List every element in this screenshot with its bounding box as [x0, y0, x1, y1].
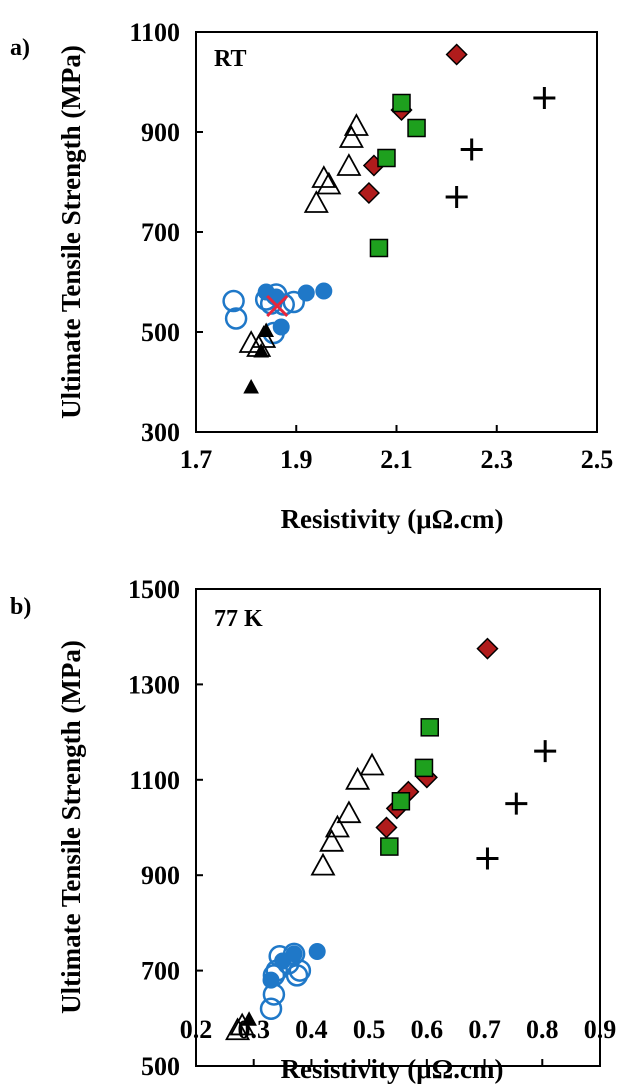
panel-b-y-ticks: 500 700 900 1100 1300 1500	[128, 575, 203, 1081]
panel-b-open-triangle-point	[310, 852, 336, 876]
panel-b-open-triangle-point	[324, 814, 350, 838]
panel-a-filled-circle-point	[315, 282, 333, 300]
panel-b-open-triangle-point	[336, 800, 362, 824]
panel-b-y-tick-label: 1100	[129, 766, 180, 795]
panel-b-plus-point	[534, 740, 557, 763]
panel-a-open-circle-point	[222, 289, 245, 313]
panel-b-filled-square-point	[380, 837, 399, 856]
panel-a-x-tick-label: 2.1	[380, 445, 413, 474]
panel-a-y-axis-title: Ultimate Tensile Strength (MPa)	[56, 45, 86, 419]
panel-a-x-tick-label: 2.5	[581, 445, 614, 474]
panel-b-filled-diamond-point	[476, 637, 499, 660]
panel-a-chart: a) Ultimate Tensile Strength (MPa) Resis…	[10, 18, 613, 534]
panel-a-open-circle-point	[224, 307, 248, 330]
panel-b-open-triangle-point	[229, 1012, 255, 1036]
panel-b-plus-point	[476, 847, 499, 870]
panel-a-y-tick-label: 300	[141, 418, 180, 447]
panel-b-filled-circle-point	[262, 971, 280, 989]
panel-b-open-triangle-point	[345, 766, 371, 790]
panel-a-label: a)	[10, 35, 30, 61]
panel-a-filled-square-point	[377, 148, 396, 168]
panel-a-open-triangle-point	[311, 165, 337, 188]
panel-b-y-tick-label: 500	[141, 1052, 180, 1081]
panel-a-open-triangle-point	[303, 190, 329, 213]
panel-a-y-tick-label: 900	[141, 118, 180, 147]
panel-a-y-tick-label: 1100	[129, 18, 180, 47]
panel-b-x-tick-label: 0.8	[526, 1015, 559, 1044]
panel-a-x-tick-label: 1.9	[280, 445, 313, 474]
panel-a-open-triangle-point	[251, 325, 277, 348]
panel-b-x-axis-title: Resistivity (μΩ.cm)	[281, 1054, 504, 1084]
panel-b-x-ticks: 0.2 0.3 0.4 0.5 0.6 0.7 0.8 0.9	[180, 1015, 617, 1066]
panel-b-filled-square-point	[414, 758, 434, 778]
panel-b-x-tick-label: 0.2	[180, 1015, 213, 1044]
panel-b-open-circle-point	[285, 964, 309, 987]
panel-b-y-tick-label: 900	[141, 861, 180, 890]
panel-a-x-ticks: 1.7 1.9 2.1 2.3 2.5	[180, 425, 614, 474]
panel-b-filled-square-point	[391, 792, 411, 811]
panel-a-y-tick-label: 500	[141, 318, 180, 347]
panel-a-plus-point	[460, 138, 483, 161]
panel-b-y-tick-label: 1500	[128, 575, 180, 604]
panel-b-open-circle-point	[288, 959, 312, 982]
panel-a-filled-square-point	[369, 238, 389, 258]
panel-b-data-points	[225, 637, 557, 1041]
panel-b-y-tick-label: 1300	[128, 670, 180, 699]
panel-a-open-triangle-point	[336, 153, 362, 176]
panel-a-data-points	[222, 43, 556, 394]
panel-a-filled-triangle-point	[243, 378, 259, 394]
panel-a-condition-label: RT	[214, 46, 247, 72]
panel-b-x-tick-label: 0.4	[295, 1015, 328, 1044]
panel-a-open-circle-point	[282, 290, 305, 314]
panel-b-filled-square-point	[420, 718, 439, 737]
panel-a-y-tick-label: 700	[141, 218, 180, 247]
panel-b-x-tick-label: 0.7	[468, 1015, 501, 1044]
panel-b-plus-point	[505, 792, 528, 815]
panel-a-open-triangle-point	[238, 330, 264, 353]
panel-a-filled-diamond-point	[445, 43, 468, 66]
panel-b-condition-label: 77 K	[214, 606, 263, 632]
panel-a-x-tick-label: 1.7	[180, 445, 213, 474]
panel-b-filled-circle-point	[308, 943, 326, 961]
panel-a-x-cross-point	[266, 294, 289, 318]
panel-a-plus-point	[445, 186, 468, 208]
panel-a-filled-circle-point	[297, 284, 315, 302]
panel-a-x-axis-title: Resistivity (μΩ.cm)	[281, 504, 504, 534]
panel-a-filled-square-point	[407, 118, 426, 138]
panel-a-open-triangle-point	[343, 113, 369, 136]
panel-a-plot-frame	[195, 31, 598, 433]
panel-b-chart: b) Ultimate Tensile Strength (MPa) Resis…	[10, 575, 616, 1084]
panel-b-label: b)	[10, 594, 31, 620]
panel-b-open-triangle-point	[319, 828, 345, 852]
panel-a-x-tick-label: 2.3	[481, 445, 514, 474]
panel-a-y-ticks: 300 500 700 900 1100	[129, 18, 203, 447]
panel-a-open-triangle-point	[338, 125, 364, 148]
panel-a-open-triangle-point	[316, 171, 342, 195]
panel-b-y-tick-label: 700	[141, 957, 180, 986]
panel-a-plus-point	[533, 87, 556, 109]
panel-b-open-triangle-point	[225, 1017, 251, 1041]
panel-b-open-circle-point	[259, 997, 283, 1021]
panel-b-x-tick-label: 0.9	[584, 1015, 617, 1044]
panel-b-filled-circle-point	[285, 945, 303, 963]
panel-a-filled-diamond-point	[357, 181, 380, 205]
panel-b-open-triangle-point	[359, 752, 385, 776]
panel-b-plot-frame	[195, 588, 601, 1067]
panel-b-y-axis-title: Ultimate Tensile Strength (MPa)	[56, 640, 86, 1014]
panel-b-x-tick-label: 0.6	[411, 1015, 444, 1044]
panel-a-filled-circle-point	[272, 318, 290, 336]
panel-b-x-tick-label: 0.5	[353, 1015, 386, 1044]
panel-b-filled-diamond-point	[375, 816, 398, 839]
panel-a-filled-square-point	[392, 93, 411, 113]
